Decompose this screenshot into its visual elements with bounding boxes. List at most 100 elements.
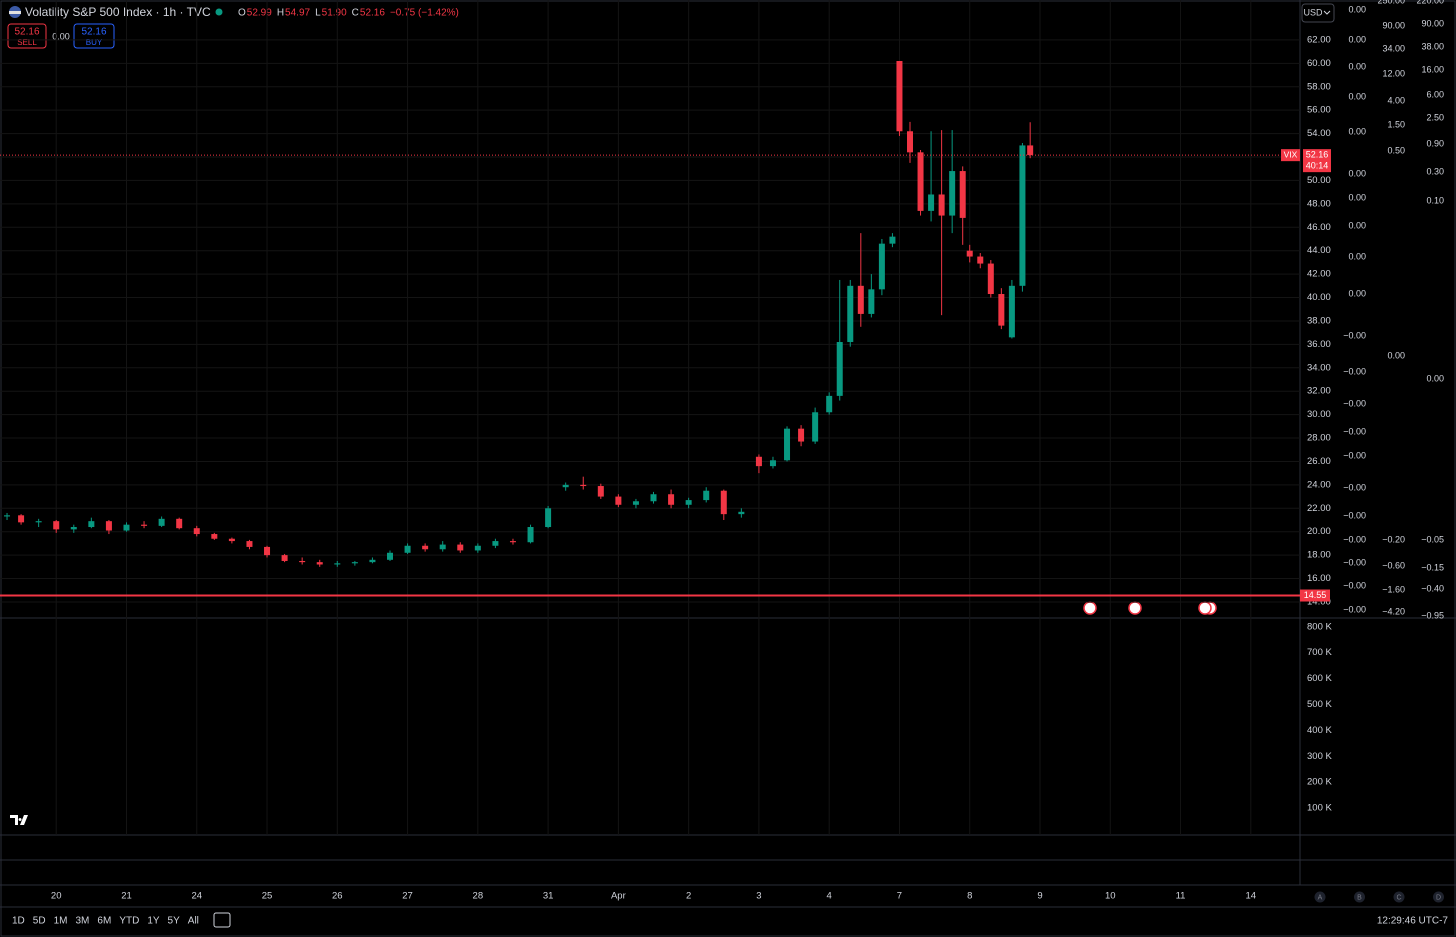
y-tick-label: 24.00: [1307, 479, 1331, 490]
overlay-scale-label: −0.95: [1421, 610, 1444, 620]
volume-tick-label: 500 K: [1307, 699, 1332, 710]
candle-body: [176, 518, 183, 529]
y-tick-label: 26.00: [1307, 456, 1331, 467]
scale-button-label: D: [1436, 894, 1441, 901]
x-tick-label: 10: [1105, 891, 1116, 902]
buy-button[interactable]: [73, 23, 115, 49]
overlay-scale-label: 90.00: [1382, 20, 1405, 30]
event-icon[interactable]: [1198, 601, 1212, 615]
y-tick-label: 32.00: [1307, 386, 1331, 397]
candle-body: [847, 285, 854, 343]
overlay-scale-label: 12.00: [1382, 68, 1405, 78]
timeframe-button[interactable]: 5D: [33, 916, 46, 927]
date-range-button[interactable]: [213, 912, 231, 928]
logo: [10, 815, 28, 825]
volume-tick-label: 300 K: [1307, 751, 1332, 762]
y-tick-label: 56.00: [1307, 105, 1331, 116]
x-tick-label: 4: [827, 891, 832, 902]
candle-body: [509, 541, 516, 543]
y-tick-label: 42.00: [1307, 269, 1331, 280]
event-icon[interactable]: [1083, 601, 1097, 615]
status-dot: [215, 8, 223, 16]
overlay-scale-label: 0.50: [1387, 145, 1405, 155]
y-tick-label: 58.00: [1307, 81, 1331, 92]
overlay-scale-label: 0.30: [1426, 166, 1444, 176]
sell-button[interactable]: [7, 23, 47, 49]
overlay-scale-label: −0.40: [1421, 583, 1444, 593]
candle-body: [70, 527, 77, 530]
currency: USD: [1303, 7, 1323, 17]
scale-button[interactable]: [1314, 891, 1326, 903]
candle-body: [615, 496, 622, 505]
candle-body: [928, 194, 935, 211]
candle-body: [387, 552, 393, 560]
y-tick-label: 16.00: [1307, 573, 1331, 584]
candle-body: [158, 518, 165, 526]
overlay-scale-label: −0.20: [1382, 534, 1405, 544]
overlay-scale-label: −0.00: [1343, 510, 1366, 520]
candle-body: [105, 521, 112, 531]
volume-tick-label: 600 K: [1307, 673, 1332, 684]
dropdown-arrow: [1323, 10, 1331, 15]
y-tick-label: 20.00: [1307, 526, 1331, 537]
x-tick-label: 28: [473, 891, 484, 902]
timeframe-button[interactable]: 5Y: [168, 916, 181, 927]
overlay-scale-label: 0.00: [1426, 373, 1444, 383]
candle-body: [959, 171, 966, 218]
candle-body: [562, 484, 569, 488]
timeframe-button[interactable]: 3M: [76, 916, 90, 927]
symbol-label: VIX: [1284, 149, 1298, 159]
x-tick-label: 9: [1037, 891, 1042, 902]
candle-body: [857, 285, 864, 314]
overlay-scale-label: −0.00: [1343, 366, 1366, 376]
overlay-scale-label: 16.00: [1421, 64, 1444, 74]
candle-body: [738, 511, 745, 515]
candle-body: [545, 508, 552, 528]
timeframe-button[interactable]: YTD: [119, 916, 139, 927]
scale-button[interactable]: [1354, 891, 1365, 903]
candle-body: [949, 171, 956, 216]
candle-body: [422, 545, 429, 550]
candle-body: [123, 524, 130, 531]
candle-body: [246, 541, 253, 547]
scale-button-label: C: [1396, 894, 1401, 901]
overlay-scale-label: −0.00: [1343, 426, 1366, 436]
y-tick-label: 14.00: [1307, 596, 1331, 607]
currency-button[interactable]: [1301, 3, 1335, 23]
y-tick-label: 62.00: [1307, 34, 1331, 45]
y-tick-label: 30.00: [1307, 409, 1331, 420]
timeframe-button[interactable]: 1Y: [147, 916, 160, 927]
y-tick-label: 54.00: [1307, 128, 1331, 139]
candle-body: [836, 342, 843, 396]
volume-tick-label: 200 K: [1307, 777, 1332, 788]
y-tick-label: 38.00: [1307, 315, 1331, 326]
overlay-scale-label: 0.00: [1348, 126, 1366, 136]
event-icon[interactable]: [1128, 601, 1142, 615]
candle-body: [193, 528, 200, 535]
candle-body: [597, 486, 604, 497]
overlay-scale-label: 0.00: [1348, 91, 1366, 101]
overlay-scale-label: 0.90: [1426, 138, 1444, 148]
candle-body: [889, 236, 896, 244]
overlay-scale-label: 6.00: [1426, 89, 1444, 99]
overlay-scale-label: 0.00: [1348, 220, 1366, 230]
symbol-box: [1281, 149, 1300, 162]
timeframe-button[interactable]: 1M: [54, 916, 68, 927]
scale-button[interactable]: [1433, 891, 1444, 903]
candle-body: [720, 490, 727, 515]
scale-button-label: A: [1318, 894, 1323, 901]
candle-body: [4, 515, 11, 517]
timeframe-button[interactable]: All: [188, 916, 199, 927]
overlay-scale-label: 1.50: [1387, 119, 1405, 129]
overlay-scale-label: 90.00: [1421, 18, 1444, 28]
y-tick-label: 18.00: [1307, 550, 1331, 561]
overlay-scale-label: −0.00: [1343, 482, 1366, 492]
scale-button[interactable]: [1393, 891, 1405, 903]
candle-body: [35, 521, 42, 523]
timeframe-button[interactable]: 6M: [97, 916, 111, 927]
timeframe-button[interactable]: 1D: [12, 916, 25, 927]
candle-body: [457, 544, 464, 551]
candle-body: [668, 494, 675, 505]
